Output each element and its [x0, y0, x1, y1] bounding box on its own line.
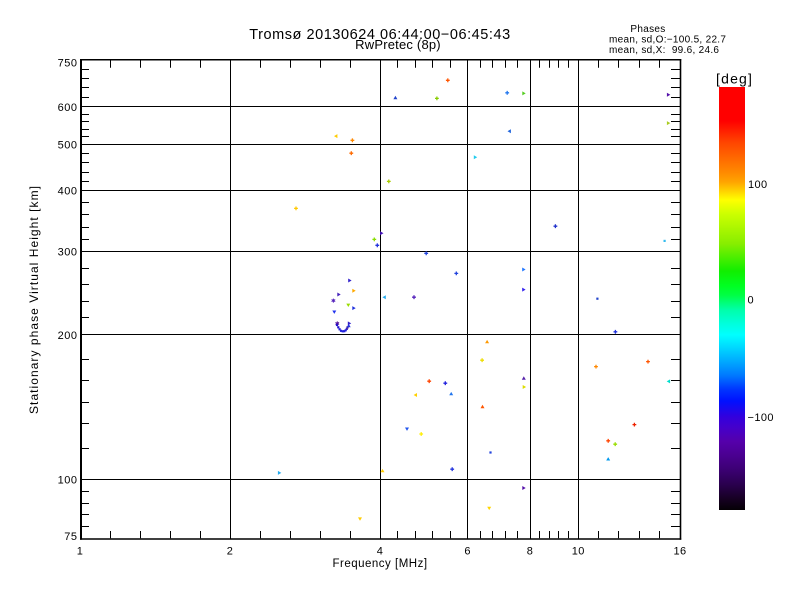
svg-text:Frequency [MHz]: Frequency [MHz]: [332, 558, 427, 570]
svg-text:2: 2: [227, 546, 234, 558]
svg-text:500: 500: [58, 139, 78, 151]
svg-text:200: 200: [58, 330, 78, 342]
svg-text:400: 400: [58, 186, 78, 198]
svg-text:16: 16: [673, 546, 686, 558]
svg-text:Phases: Phases: [630, 24, 665, 35]
svg-text:8: 8: [527, 546, 534, 558]
svg-text:100: 100: [748, 179, 768, 191]
svg-text:300: 300: [58, 247, 78, 259]
svg-text:−100: −100: [748, 412, 774, 424]
svg-text:[deg]: [deg]: [716, 71, 753, 87]
svg-text:600: 600: [58, 102, 78, 114]
svg-text:750: 750: [58, 58, 78, 70]
svg-text:Stationary phase Virtual Heigh: Stationary phase Virtual Height [km]: [27, 185, 41, 414]
svg-text:6: 6: [464, 546, 471, 558]
svg-text:mean, sd,X: 99.6, 24.6: mean, sd,X: 99.6, 24.6: [609, 45, 719, 56]
svg-text:mean, sd,O:−100.5, 22.7: mean, sd,O:−100.5, 22.7: [609, 35, 726, 46]
svg-text:RwPretec (8p): RwPretec (8p): [355, 37, 441, 52]
svg-text:10: 10: [572, 546, 585, 558]
svg-text:4: 4: [377, 546, 384, 558]
svg-text:0: 0: [748, 295, 755, 307]
svg-text:100: 100: [58, 474, 78, 486]
svg-text:1: 1: [77, 546, 84, 558]
svg-text:Tromsø 20130624 06:44:00−06:45: Tromsø 20130624 06:44:00−06:45:43: [249, 27, 510, 43]
svg-text:75: 75: [64, 531, 77, 543]
